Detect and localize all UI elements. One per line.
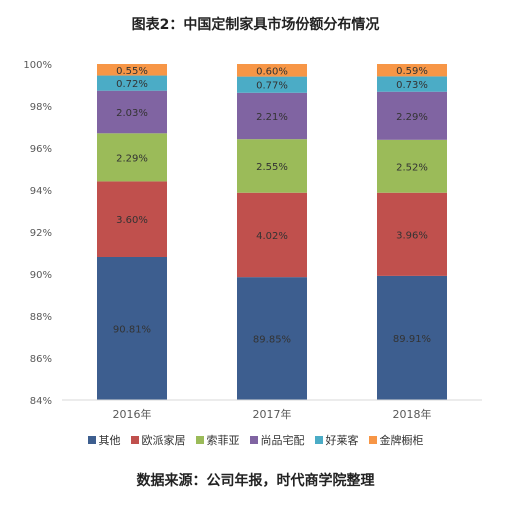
bars: 90.81% 3.60% 2.29% 2.03% 0.72% 0.55% 89.85% 4.0… [97,64,447,400]
bar-segment [97,90,167,134]
data-label: 0.55% [116,66,148,77]
legend-swatch [314,436,323,444]
y-tick-label: 88% [30,312,52,323]
data-label: 0.72% [116,79,148,90]
data-label: 2.29% [396,112,428,123]
legend-entry: 金牌橱柜 [368,432,424,448]
y-tick-label: 90% [30,270,52,281]
legend-label: 索菲亚 [206,434,240,447]
x-axis: 2016年 2017年 2018年 [62,399,482,421]
legend-entry: 欧派家居 [130,432,186,448]
bar-segment [97,64,167,76]
y-tick-label: 92% [30,228,52,239]
stacked-bar-chart: 84% 86% 88% 90% 92% 94% 96% 98% 100% 90.81% 3.60%… [23,60,482,421]
bar-segment [237,277,307,400]
data-label: 2.21% [256,112,288,123]
y-tick-label: 86% [30,354,52,365]
x-tick-label: 2017年 [253,407,292,421]
legend-entry: 其他 [87,432,121,448]
bar-segment [377,64,447,77]
chart-legend: 其他 欧派家居 索菲亚 尚品宅配 好莱客 金牌橱柜 [0,432,511,448]
bar-segment [237,76,307,93]
bar-segment [97,133,167,182]
data-label: 2.55% [256,162,288,173]
legend-label: 尚品宅配 [260,434,305,447]
bar-segment [237,64,307,77]
chart-source: 数据来源：公司年报，时代商学院整理 [136,473,375,489]
bar-segment [377,192,447,276]
x-tick-label: 2016年 [113,407,152,421]
x-tick-label: 2018年 [393,407,432,421]
legend-label: 欧派家居 [141,434,186,447]
legend-label: 其他 [98,434,121,447]
data-label: 89.91% [393,334,431,345]
bar-segment [237,192,307,278]
legend-entry: 索菲亚 [195,432,240,448]
bar-segment [377,275,447,400]
legend-swatch [368,436,377,444]
y-tick-label: 94% [30,186,52,197]
data-label: 3.96% [396,230,428,241]
y-axis: 84% 86% 88% 90% 92% 94% 96% 98% 100% [23,60,52,407]
legend-swatch [249,436,258,444]
data-label: 2.52% [396,162,428,173]
data-label: 0.77% [256,81,288,92]
data-label: 3.60% [116,215,148,226]
legend-entry: 好莱客 [314,432,359,448]
data-label: 4.02% [256,231,288,242]
y-tick-label: 100% [23,60,52,71]
legend-label: 好莱客 [325,434,359,447]
bar-segment [237,92,307,140]
y-tick-label: 96% [30,144,52,155]
legend-label: 金牌橱柜 [379,434,424,447]
bar-segment [97,75,167,91]
data-label: 89.85% [253,335,291,346]
data-label: 2.03% [116,108,148,119]
legend-swatch [87,436,96,444]
data-label: 90.81% [113,324,151,335]
data-label: 0.59% [396,66,428,77]
data-label: 2.29% [116,153,148,164]
y-tick-label: 98% [30,102,52,113]
bar-segment [97,181,167,257]
legend-entry: 尚品宅配 [249,432,305,448]
bar-segment [377,91,447,140]
bar-segment [97,256,167,400]
bar-segment [237,139,307,193]
y-tick-label: 84% [30,396,52,407]
chart-title: 图表2：中国定制家具市场份额分布情况 [131,17,380,33]
legend-swatch [195,436,204,444]
bar-segment [377,76,447,92]
data-label: 0.73% [396,80,428,91]
legend-swatch [130,436,139,444]
bar-segment [377,139,447,193]
data-label: 0.60% [256,66,288,77]
